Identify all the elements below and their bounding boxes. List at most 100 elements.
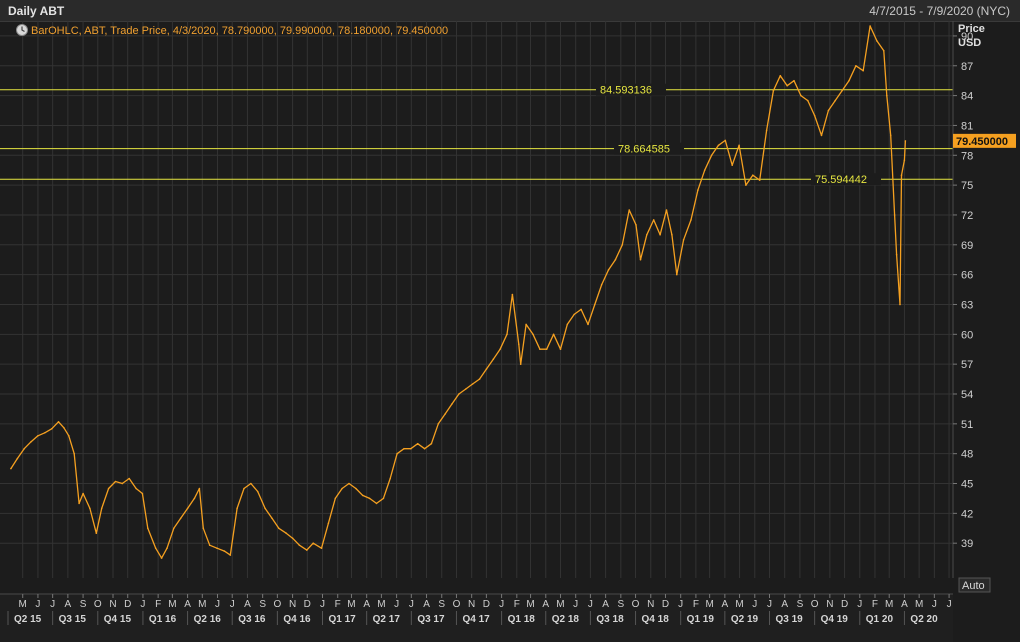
month-tick-label: A [184, 599, 191, 610]
data-point [73, 452, 75, 455]
price-tick-label: 60 [961, 329, 973, 341]
month-tick-label: S [80, 599, 87, 610]
data-point [107, 487, 110, 490]
month-tick-label: F [872, 599, 878, 610]
price-tick-label: 54 [961, 389, 973, 401]
data-point [147, 527, 149, 530]
data-point [628, 209, 630, 211]
last-price-label: 79.450000 [956, 136, 1008, 148]
price-tick-label: 45 [961, 479, 973, 491]
month-tick-label: D [841, 599, 848, 610]
data-point [848, 79, 850, 82]
data-point [485, 368, 488, 370]
data-point [430, 442, 433, 445]
quarter-tick-label: Q3 18 [596, 614, 624, 625]
month-tick-label: M [198, 599, 206, 610]
horizontal-lines[interactable]: 84.593136 78.664585 75.594442 [0, 83, 953, 187]
data-point [532, 333, 534, 336]
data-point [903, 159, 906, 162]
price-axis[interactable]: Price USD [952, 21, 985, 578]
month-tick-label: J [588, 599, 593, 610]
data-point [10, 467, 12, 470]
month-tick-label: A [901, 599, 908, 610]
data-point [416, 442, 419, 445]
month-tick-label: J [320, 599, 325, 610]
month-tick-label: N [289, 599, 296, 610]
data-point [899, 303, 901, 306]
time-axis[interactable] [0, 593, 953, 642]
data-point [800, 94, 802, 97]
quarter-tick-label: Q4 17 [462, 614, 490, 625]
quarter-tick-label: Q4 16 [283, 614, 311, 625]
price-tick-label: 90 [961, 31, 973, 43]
data-point [511, 293, 514, 296]
horizontal-line-label: 78.664585 [618, 144, 670, 156]
data-point [820, 134, 823, 137]
data-point [635, 224, 637, 226]
data-point [128, 477, 130, 480]
data-point [256, 490, 259, 493]
data-point [738, 144, 740, 147]
price-tick-label: 48 [961, 449, 973, 461]
data-point [458, 393, 460, 395]
month-tick-label: S [617, 599, 624, 610]
data-point [614, 258, 617, 261]
data-point [216, 547, 218, 549]
date-range-label[interactable]: 4/7/2015 - 7/9/2020 (NYC) [869, 4, 1010, 18]
data-point [724, 139, 727, 142]
data-point [697, 189, 699, 191]
data-point [559, 348, 562, 351]
horizontal-line-label: 84.593136 [600, 85, 652, 97]
legend[interactable]: BarOHLC, ABT, Trade Price, 4/3/2020, 78.… [16, 24, 449, 38]
data-point [807, 99, 809, 102]
data-point [37, 435, 39, 437]
data-point [320, 547, 323, 549]
data-point [223, 550, 226, 552]
data-point [883, 50, 885, 52]
month-tick-label: F [155, 599, 161, 610]
data-point [690, 219, 692, 221]
month-tick-label: M [168, 599, 176, 610]
month-tick-label: J [857, 599, 862, 610]
price-chart[interactable]: 84.593136 78.664585 75.594442 BarOHLC, ABT… [0, 21, 1020, 642]
auto-scale-button[interactable]: Auto [958, 577, 991, 593]
data-point [229, 554, 232, 556]
data-point [580, 308, 582, 311]
data-point [518, 343, 520, 346]
data-point [264, 507, 266, 510]
data-point [312, 542, 315, 544]
data-point [900, 174, 903, 176]
data-point [298, 544, 301, 546]
month-tick-label: J [50, 599, 55, 610]
month-tick-label: A [602, 599, 609, 610]
month-tick-label: M [885, 599, 893, 610]
data-point [50, 428, 53, 430]
data-point [63, 427, 65, 429]
price-tick-label: 51 [961, 419, 973, 431]
month-tick-label: O [811, 599, 819, 610]
month-tick-label: O [453, 599, 461, 610]
quarter-tick-label: Q3 16 [238, 614, 266, 625]
chart-header: Daily ABT 4/7/2015 - 7/9/2020 (NYC) [0, 0, 1020, 22]
data-point [893, 214, 896, 216]
month-tick-label: M [556, 599, 564, 610]
data-point [671, 234, 673, 236]
data-point [573, 313, 575, 316]
quarter-tick-label: Q3 17 [417, 614, 445, 625]
month-tick-label: D [124, 599, 131, 610]
data-point [827, 109, 830, 112]
quarter-tick-label: Q2 20 [910, 614, 938, 625]
quarter-ticks: Q2 15 Q3 15 Q4 15 Q1 16 Q2 16 Q3 16 Q4 16 Q1 17… [7, 611, 938, 625]
month-tick-label: M [19, 599, 27, 610]
grid [0, 21, 953, 578]
chart-settings-icon[interactable] [16, 24, 28, 36]
month-tick-label: A [363, 599, 370, 610]
data-point [862, 69, 864, 72]
month-tick-label: J [215, 599, 220, 610]
data-point [114, 480, 117, 483]
month-tick-label: A [423, 599, 430, 610]
data-point [471, 383, 474, 385]
price-tick-label: 75 [961, 180, 973, 192]
month-tick-label: M [735, 599, 743, 610]
month-tick-label: F [335, 599, 341, 610]
